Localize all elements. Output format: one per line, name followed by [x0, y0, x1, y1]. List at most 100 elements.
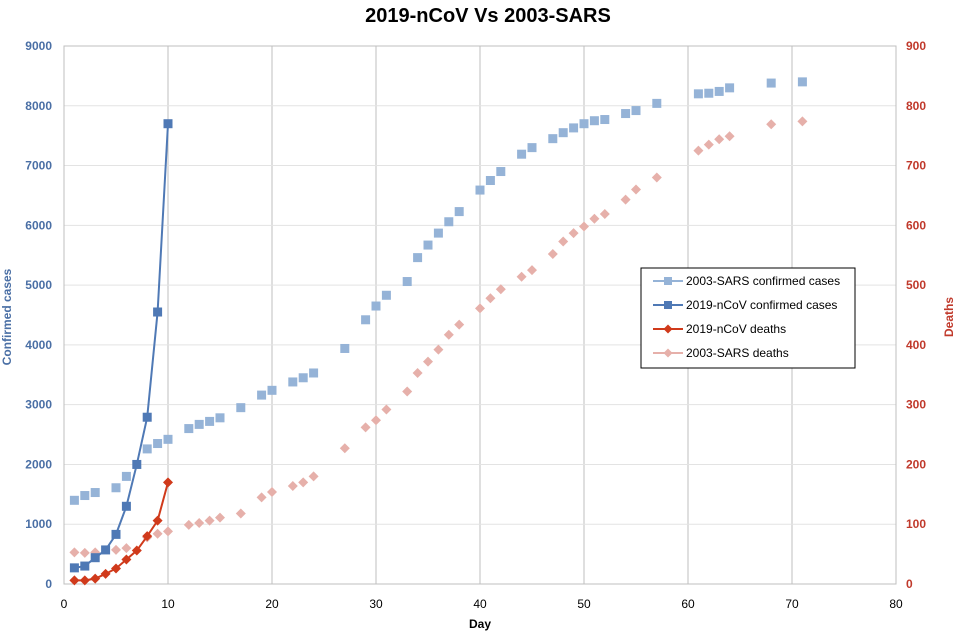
data-point-2003-sars-deaths	[339, 443, 350, 454]
x-tick-label: 70	[785, 597, 799, 611]
data-point-2019-ncov-deaths	[69, 575, 80, 586]
data-point-2003-sars-confirmed-cases	[257, 390, 267, 400]
y-left-tick-label: 4000	[25, 338, 52, 352]
data-point-2003-sars-deaths	[381, 404, 392, 415]
legend: 2003-SARS confirmed cases 2019-nCoV confi…	[640, 267, 856, 369]
data-point-2003-sars-deaths	[651, 172, 662, 183]
data-point-2003-sars-confirmed-cases	[402, 277, 412, 287]
x-axis-label: Day	[469, 617, 491, 631]
x-ticks: 0 10 20 30 40 50 60 70 80	[61, 597, 903, 611]
x-tick-label: 80	[889, 597, 903, 611]
data-point-2003-sars-confirmed-cases	[69, 495, 79, 505]
data-point-2019-ncov-deaths	[131, 545, 142, 556]
y-left-tick-label: 6000	[25, 218, 52, 232]
data-point-2003-sars-confirmed-cases	[589, 116, 599, 126]
data-point-2003-sars-confirmed-cases	[142, 444, 152, 454]
x-tick-label: 60	[681, 597, 695, 611]
data-point-2003-sars-confirmed-cases	[766, 78, 776, 88]
data-point-2003-sars-deaths	[599, 208, 610, 219]
y-right-tick-label: 300	[906, 398, 926, 412]
y-right-tick-label: 800	[906, 99, 926, 113]
data-point-2003-sars-deaths	[485, 293, 496, 304]
x-tick-label: 20	[265, 597, 279, 611]
y-left-tick-label: 5000	[25, 278, 52, 292]
data-point-2003-sars-confirmed-cases	[267, 385, 277, 395]
data-point-2003-sars-confirmed-cases	[725, 83, 735, 93]
x-tick-label: 50	[577, 597, 591, 611]
data-point-2003-sars-confirmed-cases	[714, 86, 724, 96]
y-right-tick-label: 900	[906, 39, 926, 53]
data-point-2003-sars-deaths	[79, 547, 90, 558]
data-point-2003-sars-confirmed-cases	[600, 115, 610, 125]
legend-label: 2003-SARS confirmed cases	[686, 274, 840, 288]
data-point-2003-sars-deaths	[423, 356, 433, 367]
data-point-2003-sars-confirmed-cases	[558, 128, 568, 138]
data-point-2003-sars-confirmed-cases	[569, 123, 579, 133]
data-point-2003-sars-confirmed-cases	[527, 143, 537, 153]
y-left-axis-label: Confirmed cases	[0, 268, 14, 365]
data-point-2003-sars-deaths	[204, 515, 215, 526]
data-point-2003-sars-confirmed-cases	[631, 106, 641, 116]
data-point-2019-ncov-confirmed-cases	[111, 529, 121, 539]
data-point-2003-sars-confirmed-cases	[298, 373, 308, 383]
data-point-2003-sars-deaths	[620, 194, 631, 205]
legend-marker	[663, 348, 673, 358]
data-point-2003-sars-confirmed-cases	[90, 488, 100, 498]
data-point-2003-sars-confirmed-cases	[215, 413, 225, 423]
data-point-2003-sars-confirmed-cases	[413, 253, 423, 263]
data-point-2003-sars-deaths	[589, 213, 600, 224]
data-point-2003-sars-confirmed-cases	[80, 491, 90, 501]
series-2003-sars-confirmed-cases	[69, 77, 807, 505]
data-point-2003-sars-deaths	[194, 518, 205, 529]
data-point-2003-sars-deaths	[69, 547, 80, 558]
plot-area	[63, 45, 897, 585]
data-point-2003-sars-deaths	[111, 544, 121, 555]
data-point-2003-sars-confirmed-cases	[485, 176, 495, 185]
data-point-2003-sars-deaths	[724, 131, 735, 142]
series-line-2019-ncov-deaths	[74, 482, 169, 582]
data-point-2003-sars-deaths	[267, 486, 277, 497]
y-right-tick-label: 500	[906, 278, 926, 292]
series-layer	[69, 77, 808, 586]
data-point-2003-sars-deaths	[163, 526, 173, 537]
data-point-2003-sars-deaths	[454, 319, 465, 330]
data-point-2019-ncov-deaths	[79, 575, 90, 586]
data-point-2003-sars-deaths	[766, 119, 777, 130]
data-point-2003-sars-deaths	[527, 265, 537, 276]
data-point-2003-sars-confirmed-cases	[381, 290, 391, 300]
data-point-2019-ncov-confirmed-cases	[90, 553, 100, 563]
y-right-tick-label: 400	[906, 338, 926, 352]
data-point-2003-sars-confirmed-cases	[236, 403, 246, 413]
data-point-2003-sars-confirmed-cases	[194, 419, 204, 429]
data-point-2003-sars-confirmed-cases	[797, 77, 807, 87]
data-point-2003-sars-deaths	[360, 422, 371, 433]
data-point-2003-sars-confirmed-cases	[693, 89, 703, 99]
data-point-2019-ncov-confirmed-cases	[163, 119, 173, 129]
data-point-2003-sars-deaths	[287, 480, 298, 491]
chart-title: 2019-nCoV Vs 2003-SARS	[365, 5, 611, 27]
data-point-2003-sars-confirmed-cases	[548, 134, 558, 144]
y-right-tick-label: 200	[906, 457, 926, 471]
data-point-2019-ncov-deaths	[152, 515, 163, 526]
data-point-2003-sars-confirmed-cases	[153, 439, 163, 449]
legend-item-2003-sars-confirmed-cases: 2003-SARS confirmed cases	[653, 274, 840, 288]
data-point-2003-sars-confirmed-cases	[121, 471, 131, 481]
y-right-tick-label: 0	[906, 577, 913, 591]
series-2003-sars-deaths	[69, 116, 808, 558]
series-2019-ncov-confirmed-cases	[69, 119, 173, 573]
data-point-2003-sars-confirmed-cases	[205, 416, 215, 426]
legend-label: 2003-SARS deaths	[686, 346, 789, 360]
data-point-2003-sars-deaths	[579, 221, 589, 232]
data-point-2003-sars-confirmed-cases	[496, 167, 506, 177]
data-point-2003-sars-confirmed-cases	[371, 301, 381, 311]
data-point-2003-sars-confirmed-cases	[184, 424, 194, 434]
series-line-2019-ncov-confirmed-cases	[74, 123, 169, 569]
data-point-2019-ncov-confirmed-cases	[69, 563, 79, 573]
data-point-2019-ncov-confirmed-cases	[101, 545, 111, 555]
data-point-2003-sars-confirmed-cases	[652, 98, 662, 108]
legend-marker	[664, 277, 672, 285]
data-point-2003-sars-confirmed-cases	[340, 343, 350, 353]
data-point-2019-ncov-confirmed-cases	[80, 561, 90, 571]
data-point-2003-sars-deaths	[215, 512, 225, 523]
data-point-2003-sars-deaths	[558, 236, 569, 247]
